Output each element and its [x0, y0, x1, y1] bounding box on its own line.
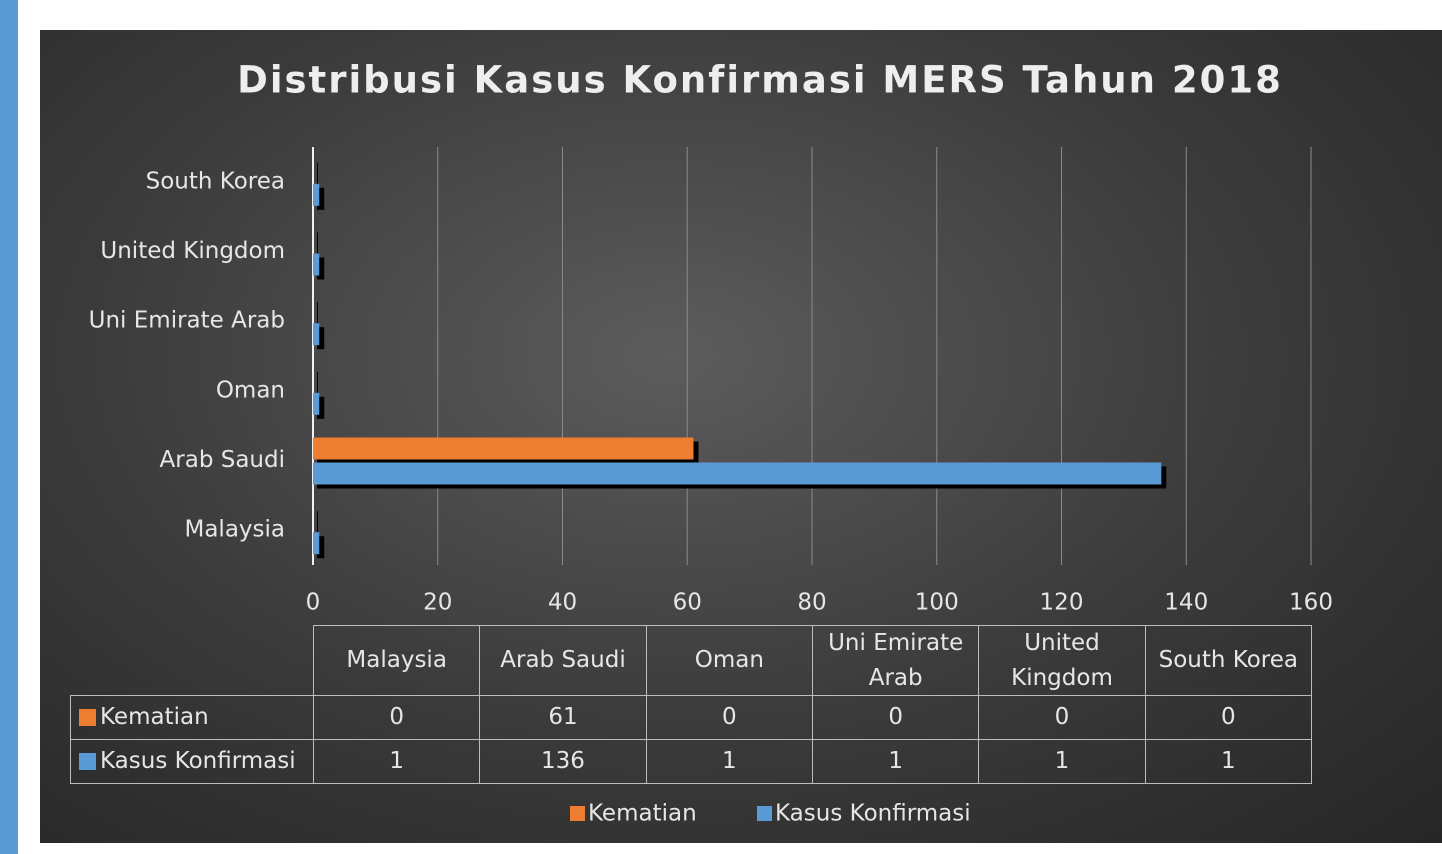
table-value: 0	[812, 695, 980, 740]
side-strip	[0, 0, 18, 854]
legend-key	[757, 806, 772, 821]
bar-shadow	[317, 327, 325, 350]
table-header: Oman	[645, 625, 813, 696]
x-tick-label: 40	[548, 590, 577, 616]
row-label: Kasus Konfirmasi	[100, 748, 296, 775]
bar	[313, 392, 320, 415]
bar-shadow	[317, 187, 325, 210]
table-value: 0	[1144, 695, 1312, 740]
legend-label: Kasus Konfirmasi	[775, 801, 971, 827]
table-value: 0	[645, 695, 813, 740]
bar	[313, 253, 320, 276]
x-tick-label: 100	[915, 590, 959, 616]
chart-background	[40, 30, 1442, 843]
row-label: Kematian	[100, 704, 209, 731]
table-value: 61	[479, 695, 647, 740]
bar-shadow	[317, 302, 318, 325]
bar	[313, 323, 320, 346]
y-tick-label: Oman	[216, 377, 285, 403]
table-header: South Korea	[1144, 625, 1312, 696]
legend-key	[79, 709, 96, 726]
table-value: 1	[978, 739, 1146, 784]
chart-title: Distribusi Kasus Konfirmasi MERS Tahun 2…	[237, 59, 1283, 102]
x-tick-label: 80	[797, 590, 826, 616]
x-tick-label: 120	[1040, 590, 1084, 616]
bar	[313, 462, 1162, 485]
bar-shadow	[317, 511, 318, 534]
table-value: 1	[313, 739, 481, 784]
table-row-label: Kematian	[70, 695, 314, 740]
x-tick-label: 20	[423, 590, 452, 616]
y-tick-label: Malaysia	[184, 517, 285, 543]
legend-key	[79, 753, 96, 770]
bar-shadow	[317, 257, 325, 280]
y-tick-label: Uni Emirate Arab	[89, 308, 285, 334]
bar	[313, 183, 320, 206]
table-header: United Kingdom	[978, 625, 1146, 696]
bar-shadow	[317, 536, 325, 559]
y-tick-label: United Kingdom	[100, 238, 285, 264]
legend-label: Kematian	[588, 801, 697, 827]
table-row-label: Kasus Konfirmasi	[70, 739, 314, 784]
table-header: Malaysia	[313, 625, 481, 696]
x-tick-label: 140	[1164, 590, 1208, 616]
table-value: 0	[313, 695, 481, 740]
bar	[313, 437, 694, 460]
bar-shadow	[317, 232, 318, 255]
table-value: 1	[1144, 739, 1312, 784]
bar	[313, 532, 320, 555]
x-tick-label: 160	[1289, 590, 1333, 616]
bar-shadow	[317, 371, 318, 394]
legend-key	[570, 806, 585, 821]
bar-shadow	[317, 396, 325, 419]
y-tick-label: South Korea	[146, 168, 285, 194]
table-header: Arab Saudi	[479, 625, 647, 696]
x-tick-label: 0	[306, 590, 321, 616]
table-value: 1	[645, 739, 813, 784]
table-value: 1	[812, 739, 980, 784]
table-value: 0	[978, 695, 1146, 740]
table-value: 136	[479, 739, 647, 784]
bar-shadow	[317, 162, 318, 185]
y-tick-label: Arab Saudi	[160, 447, 285, 473]
table-header: Uni Emirate Arab	[812, 625, 980, 696]
x-tick-label: 60	[673, 590, 702, 616]
